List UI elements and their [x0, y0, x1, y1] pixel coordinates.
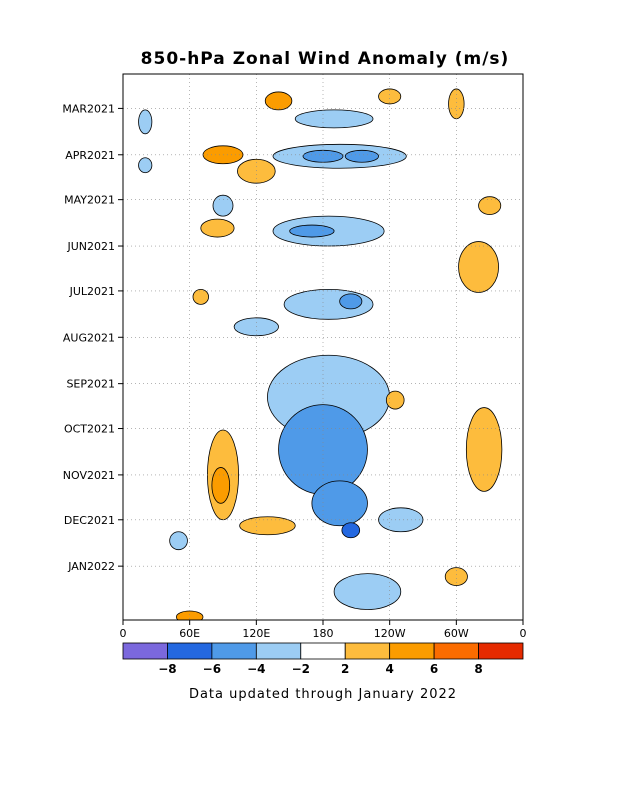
anomaly-patch-11 — [478, 196, 502, 216]
anomaly-patch-22 — [211, 467, 231, 504]
chart-title: 850-hPa Zonal Wind Anomaly (m/s) — [141, 49, 510, 69]
anomaly-patch-31 — [138, 109, 153, 135]
colorbar: −8 −6 −4 −2 2 4 6 8 — [122, 642, 524, 676]
anomaly-patch-26 — [385, 390, 405, 410]
colorbar-swatch — [255, 642, 302, 660]
y-tick-label: SEP2021 — [66, 378, 115, 391]
x-tick-label: 120E — [242, 627, 270, 640]
colorbar-swatch — [344, 642, 391, 660]
y-tick-label: JAN2022 — [67, 560, 115, 573]
colorbar-label: −2 — [292, 662, 310, 676]
x-tick-label: 0 — [520, 627, 527, 640]
anomaly-patch-25 — [444, 567, 468, 586]
colorbar-swatch — [122, 642, 168, 660]
colorbar-swatch — [478, 642, 524, 660]
x-tick-label: 180 — [313, 627, 334, 640]
colorbar-label: 4 — [385, 662, 393, 676]
colorbar-swatch — [300, 642, 346, 660]
y-tick-label: MAR2021 — [62, 102, 115, 115]
anomaly-patch-5 — [302, 149, 344, 163]
anomaly-patch-28 — [333, 573, 402, 610]
anomaly-patch-32 — [138, 157, 153, 174]
y-axis: MAR2021 APR2021 MAY2021 JUN2021 JUL2021 AUG20… — [62, 102, 123, 573]
anomaly-patch-0 — [264, 91, 293, 111]
y-tick-label: AUG2021 — [63, 331, 115, 344]
plot-area — [122, 73, 524, 621]
colorbar-label: 8 — [474, 662, 482, 676]
colorbar-label: −6 — [203, 662, 221, 676]
anomaly-patch-8 — [237, 158, 276, 184]
anomaly-patch-33 — [175, 610, 204, 620]
colorbar-label: 2 — [341, 662, 349, 676]
x-tick-label: 0 — [120, 627, 127, 640]
anomaly-patch-10 — [200, 218, 235, 238]
anomaly-patch-34 — [192, 289, 209, 305]
colorbar-swatch — [433, 642, 479, 660]
anomaly-patch-3 — [294, 109, 374, 129]
colorbar-swatch — [389, 642, 435, 660]
colorbar-swatch — [167, 642, 213, 660]
anomaly-patch-1 — [378, 88, 402, 105]
data-updated-note: Data updated through January 2022 — [189, 687, 457, 702]
anomaly-patch-27 — [378, 507, 424, 533]
x-tick-label: 60E — [179, 627, 200, 640]
anomaly-patch-14 — [458, 241, 499, 293]
y-tick-label: NOV2021 — [63, 469, 115, 482]
colorbar-swatch — [211, 642, 257, 660]
y-tick-label: JUN2021 — [66, 240, 115, 253]
grid-layer — [123, 74, 523, 620]
x-axis: 0 60E 120E 180 120W 60W 0 — [120, 620, 527, 640]
x-tick-label: 120W — [374, 627, 406, 640]
x-tick-label: 60W — [444, 627, 469, 640]
anomaly-patch-6 — [344, 149, 379, 163]
anomaly-patch-24 — [465, 407, 503, 492]
anomaly-patch-23 — [239, 516, 296, 536]
anomaly-patch-13 — [289, 224, 335, 238]
anomaly-patch-19 — [311, 480, 368, 527]
anomaly-patch-9 — [212, 194, 234, 217]
colorbar-label: −4 — [247, 662, 265, 676]
colorbar-label: −8 — [158, 662, 176, 676]
colorbar-label: 6 — [430, 662, 438, 676]
anomaly-patch-16 — [339, 293, 363, 310]
y-tick-label: DEC2021 — [64, 514, 115, 527]
y-tick-label: OCT2021 — [64, 423, 115, 436]
anomaly-patch-30 — [169, 531, 188, 551]
anomaly-patch-20 — [341, 522, 361, 539]
y-tick-label: MAY2021 — [64, 194, 115, 207]
y-tick-label: APR2021 — [65, 149, 115, 162]
anomaly-layer — [138, 88, 503, 620]
y-tick-label: JUL2021 — [69, 285, 115, 298]
